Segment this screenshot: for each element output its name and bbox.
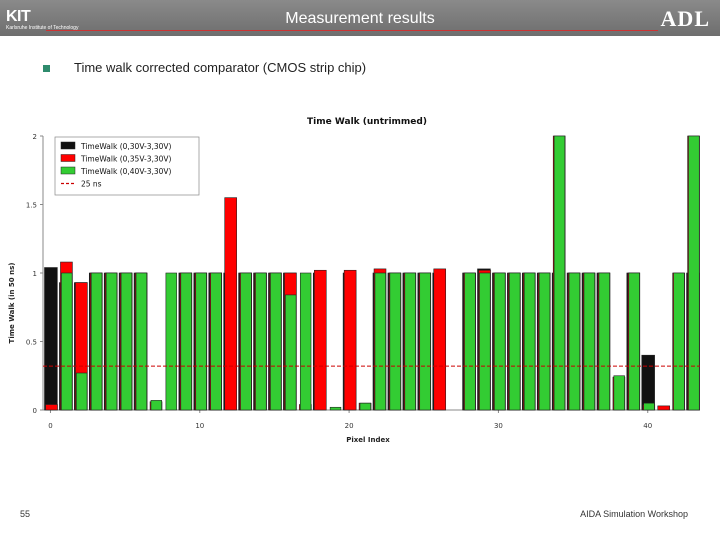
bar xyxy=(464,272,476,411)
bar xyxy=(523,272,536,411)
y-tick-label: 0.5 xyxy=(26,339,37,347)
legend-swatch xyxy=(60,141,76,150)
x-tick-label: 20 xyxy=(345,422,354,430)
bar xyxy=(329,406,342,411)
bar xyxy=(643,402,655,411)
bar xyxy=(255,272,267,411)
bar xyxy=(270,272,282,411)
bar xyxy=(195,272,207,411)
bar xyxy=(120,272,133,411)
kit-logo-text: KIT xyxy=(6,8,31,25)
bar xyxy=(165,272,177,411)
bar xyxy=(90,272,103,411)
bar xyxy=(598,272,610,411)
legend-label: 25 ns xyxy=(81,180,102,189)
bar xyxy=(343,269,357,411)
adl-logo: ADL xyxy=(660,6,710,31)
y-axis-label: Time Walk (in 50 ns) xyxy=(8,263,16,344)
chart-title: Time Walk (untrimmed) xyxy=(307,117,427,127)
bar xyxy=(419,272,431,411)
bar xyxy=(389,272,401,411)
bar xyxy=(553,135,566,411)
x-tick-label: 10 xyxy=(195,422,204,430)
bar xyxy=(479,272,491,411)
y-tick-label: 1 xyxy=(33,270,37,278)
header-divider xyxy=(46,30,658,31)
y-tick-label: 1.5 xyxy=(26,202,37,210)
legend-box xyxy=(54,136,200,196)
bar xyxy=(285,294,297,411)
bar xyxy=(657,405,670,411)
bar xyxy=(210,272,222,411)
bar xyxy=(45,404,58,411)
x-tick-label: 40 xyxy=(643,422,652,430)
bar xyxy=(359,402,372,411)
bar xyxy=(641,354,655,411)
bar xyxy=(433,268,447,411)
x-tick-label: 0 xyxy=(48,422,52,430)
y-tick-label: 0 xyxy=(33,407,37,415)
bar xyxy=(135,272,148,411)
bar xyxy=(509,272,521,411)
slide-header: KIT Karlsruhe Institute of Technology Me… xyxy=(0,0,720,36)
bar xyxy=(568,272,581,411)
bar xyxy=(180,272,192,411)
bullet-text: Time walk corrected comparator (CMOS str… xyxy=(74,60,367,75)
legend-swatch xyxy=(60,154,76,162)
bullet-icon xyxy=(43,65,50,72)
bar xyxy=(44,267,58,411)
bar xyxy=(105,272,118,411)
bar xyxy=(628,272,640,411)
x-axis-label: Pixel Index xyxy=(346,436,390,444)
legend-label: TimeWalk (0,40V-3,30V) xyxy=(80,167,172,176)
bar xyxy=(224,197,237,411)
bar xyxy=(404,272,416,411)
bar xyxy=(240,272,252,411)
bar xyxy=(583,272,596,411)
y-tick-label: 2 xyxy=(33,133,37,141)
slide-title: Measurement results xyxy=(285,10,435,27)
bar xyxy=(75,372,88,411)
bar xyxy=(613,375,625,411)
bar xyxy=(314,269,327,411)
page-number: 55 xyxy=(20,509,31,519)
bar xyxy=(673,272,685,411)
kit-logo-subtext: Karlsruhe Institute of Technology xyxy=(6,25,79,31)
legend-label: TimeWalk (0,35V-3,30V) xyxy=(80,155,172,164)
bar xyxy=(61,272,73,411)
footer-text: AIDA Simulation Workshop xyxy=(580,509,688,519)
bar xyxy=(538,272,551,411)
legend-label: TimeWalk (0,30V-3,30V) xyxy=(80,142,172,151)
x-tick-label: 30 xyxy=(494,422,503,430)
bar xyxy=(494,272,506,411)
legend-swatch xyxy=(60,166,76,175)
time-walk-chart: Time Walk (untrimmed) Pixel Index Time W… xyxy=(8,117,700,444)
bar xyxy=(150,400,163,411)
bar xyxy=(374,272,386,411)
kit-logo: KIT Karlsruhe Institute of Technology xyxy=(6,8,78,31)
bar xyxy=(299,272,312,411)
bar xyxy=(688,135,700,411)
